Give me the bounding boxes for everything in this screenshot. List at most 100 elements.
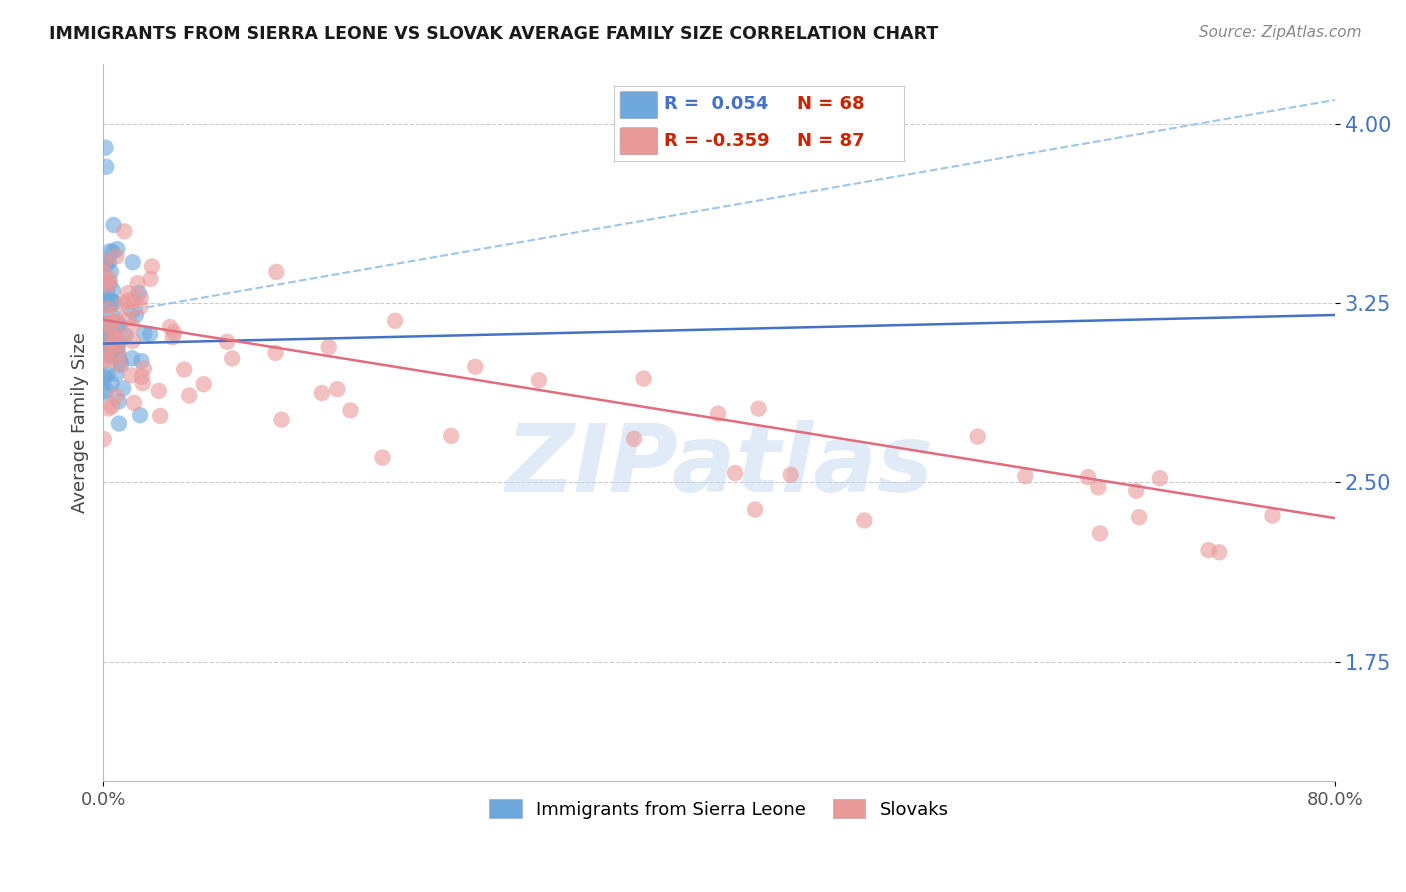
Point [108, 318, 131, 332]
Point [121, 304, 143, 318]
Point [98, 276, 121, 290]
Point [1014, 469, 1036, 483]
Point [96, 160, 118, 174]
Point [94, 353, 117, 368]
Text: Source: ZipAtlas.com: Source: ZipAtlas.com [1198, 25, 1361, 40]
Point [98, 244, 121, 259]
Point [107, 317, 129, 331]
Point [440, 429, 463, 443]
Point [724, 466, 747, 480]
Point [94, 141, 117, 155]
Point [131, 369, 153, 384]
Point [110, 353, 132, 368]
Point [96, 285, 118, 300]
Point [96, 384, 118, 398]
Point [384, 314, 406, 328]
Point [1208, 545, 1230, 559]
Point [97, 309, 120, 323]
Point [131, 354, 153, 368]
Point [96, 301, 118, 316]
Point [98, 303, 121, 318]
Point [623, 432, 645, 446]
Point [311, 386, 333, 401]
Text: ZIPatlas: ZIPatlas [505, 419, 934, 511]
Point [107, 338, 129, 352]
Point [100, 336, 122, 351]
Point [1087, 480, 1109, 494]
Point [105, 340, 128, 354]
Point [100, 294, 122, 309]
Point [118, 293, 141, 308]
Point [118, 302, 141, 317]
Point [111, 329, 134, 343]
Point [1261, 508, 1284, 523]
Point [121, 319, 143, 334]
Point [97, 367, 120, 381]
Point [148, 384, 170, 398]
Point [112, 296, 135, 310]
Point [98, 343, 121, 358]
Point [1125, 483, 1147, 498]
Point [104, 329, 127, 343]
Point [93, 432, 115, 446]
Point [966, 429, 988, 443]
Legend: Immigrants from Sierra Leone, Slovaks: Immigrants from Sierra Leone, Slovaks [482, 791, 956, 826]
Point [101, 335, 124, 350]
Point [121, 351, 143, 366]
Point [318, 340, 340, 354]
Point [266, 265, 288, 279]
Point [94, 371, 117, 385]
Point [193, 377, 215, 392]
Point [96, 320, 118, 334]
Text: IMMIGRANTS FROM SIERRA LEONE VS SLOVAK AVERAGE FAMILY SIZE CORRELATION CHART: IMMIGRANTS FROM SIERRA LEONE VS SLOVAK A… [49, 25, 938, 43]
Point [707, 407, 730, 421]
Point [101, 308, 124, 322]
Point [100, 343, 122, 357]
Point [1077, 470, 1099, 484]
Point [633, 371, 655, 385]
Point [264, 346, 287, 360]
Point [96, 353, 118, 368]
Point [97, 343, 120, 358]
Point [117, 286, 139, 301]
Point [117, 311, 139, 326]
Point [173, 362, 195, 376]
Point [93, 292, 115, 306]
Point [103, 312, 125, 326]
Point [105, 367, 128, 381]
Point [97, 300, 120, 314]
Point [779, 467, 801, 482]
Point [96, 276, 118, 290]
Point [120, 368, 142, 383]
Point [129, 291, 152, 305]
Point [101, 325, 124, 339]
Point [1128, 510, 1150, 524]
Point [101, 400, 124, 414]
Point [96, 321, 118, 335]
Point [464, 359, 486, 374]
Point [179, 388, 201, 402]
Point [270, 412, 292, 426]
Point [139, 272, 162, 286]
Point [108, 417, 131, 431]
Point [121, 334, 143, 348]
Point [104, 311, 127, 326]
Point [101, 338, 124, 352]
Point [114, 328, 136, 343]
Point [104, 340, 127, 354]
Point [98, 348, 121, 362]
Point [129, 300, 152, 314]
Point [122, 293, 145, 308]
Point [134, 326, 156, 341]
Point [101, 283, 124, 297]
Point [221, 351, 243, 366]
Point [108, 358, 131, 372]
Point [1198, 543, 1220, 558]
Point [100, 376, 122, 391]
Point [371, 450, 394, 465]
Point [100, 318, 122, 333]
Point [217, 334, 239, 349]
Point [141, 260, 163, 274]
Point [93, 345, 115, 359]
Point [132, 376, 155, 391]
